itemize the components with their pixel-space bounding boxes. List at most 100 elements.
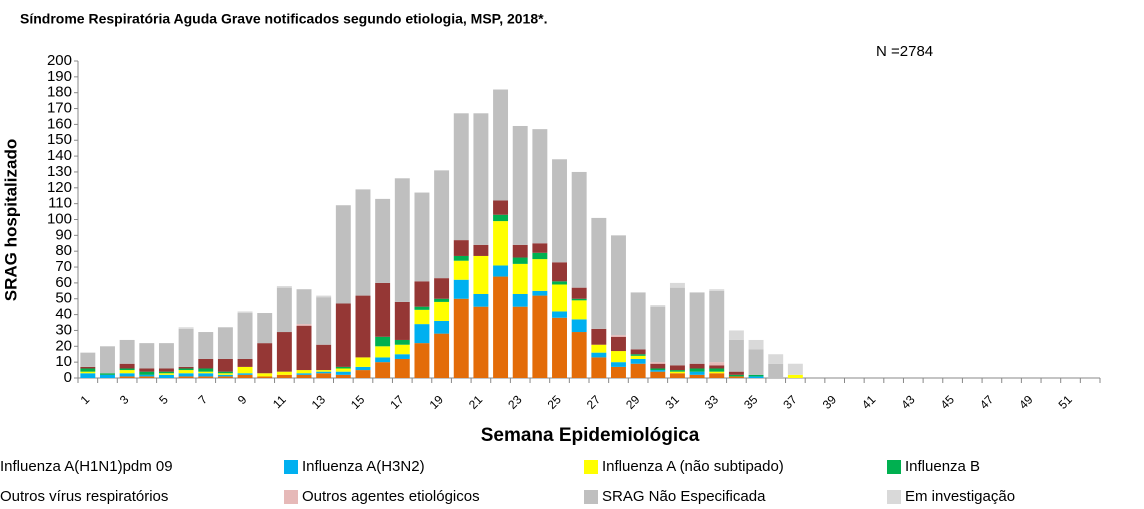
bar-segment: [787, 363, 803, 375]
bar-segment: [689, 368, 705, 372]
bar-segment: [611, 235, 626, 336]
x-tick-label: 33: [702, 392, 722, 412]
bar-segment: [709, 373, 725, 378]
bar-segment: [296, 374, 312, 378]
y-tick-label: 90: [55, 226, 72, 243]
bar-segment: [178, 328, 194, 367]
bar-segment: [198, 376, 214, 378]
bar-segment: [158, 343, 174, 369]
bar-segment: [512, 306, 528, 378]
bar-segment: [178, 368, 194, 371]
bar-segment: [709, 368, 725, 372]
bar-segment: [394, 354, 410, 359]
bar-segment: [119, 373, 135, 377]
bar-segment: [375, 357, 391, 363]
bar-segment: [296, 373, 312, 375]
y-tick-label: 180: [47, 84, 72, 101]
bar-segment: [119, 368, 135, 371]
bar-segment: [335, 205, 351, 304]
bar-segment: [493, 265, 509, 277]
bar-segment: [571, 298, 587, 301]
bar-segment: [335, 366, 351, 369]
bar-segment: [316, 344, 332, 371]
bar-segment: [198, 373, 214, 377]
bar-segment: [473, 306, 489, 378]
bar-segment: [237, 313, 253, 359]
annotation: N =2784: [876, 43, 933, 60]
legend-label: Influenza A(H3N2): [302, 458, 425, 475]
bar-segment: [669, 287, 685, 366]
bar-segment: [453, 279, 469, 299]
legend-label: Em investigação: [905, 488, 1015, 505]
bar-segment: [139, 368, 155, 372]
x-tick-label: 13: [309, 392, 329, 412]
bar-segment: [158, 373, 174, 375]
bar-segment: [100, 373, 115, 375]
x-tick-label: 37: [780, 392, 800, 412]
y-tick-label: 60: [55, 274, 72, 291]
y-tick-label: 110: [48, 195, 72, 212]
bar-segment: [414, 192, 430, 282]
bar-segment: [512, 293, 528, 307]
bar-segment: [158, 374, 174, 378]
bar-segment: [80, 366, 96, 369]
bar-segment: [178, 327, 194, 329]
bar-segment: [571, 287, 587, 299]
bar-segment: [611, 362, 626, 367]
bar-segment: [493, 276, 509, 378]
bar-segment: [650, 306, 666, 363]
x-tick-label: 35: [741, 392, 761, 412]
legend-swatch: [887, 490, 901, 504]
bar-segment: [119, 363, 135, 369]
x-tick-label: 1: [78, 392, 93, 407]
bar-segment: [276, 286, 292, 288]
bar-segment: [709, 290, 725, 363]
bar-segment: [217, 374, 233, 377]
bar-segment: [552, 284, 567, 312]
bar-segment: [237, 373, 253, 375]
bar-segment: [276, 332, 292, 372]
bar-segment: [453, 240, 469, 256]
bar-segment: [591, 328, 607, 345]
legend-swatch: [284, 460, 298, 474]
y-tick-label: 150: [47, 131, 72, 148]
bar-segment: [434, 278, 450, 299]
bar-segment: [100, 346, 115, 374]
bar-segment: [178, 373, 194, 377]
bar-segment: [591, 352, 607, 358]
bar-segment: [493, 221, 509, 266]
bar-segment: [198, 358, 214, 369]
bar-segment: [512, 263, 528, 294]
bar-segment: [552, 262, 567, 282]
bar-segment: [414, 324, 430, 344]
bar-segment: [630, 363, 646, 378]
bar-segment: [434, 320, 450, 334]
bar-segment: [669, 282, 685, 288]
bar-segment: [217, 358, 233, 372]
x-tick-label: 27: [584, 392, 604, 412]
bar-segment: [630, 349, 646, 355]
bar-segment: [512, 244, 528, 258]
bar-segment: [473, 255, 489, 294]
bar-segment: [669, 370, 685, 372]
y-tick-label: 190: [47, 68, 72, 85]
bar-segment: [611, 336, 626, 352]
bar-segment: [591, 357, 607, 378]
bar-segment: [748, 376, 764, 378]
bar-segment: [335, 303, 351, 367]
legend-label: Outros vírus respiratórios: [0, 488, 168, 505]
bar-segment: [650, 370, 666, 372]
bar-segment: [669, 371, 685, 374]
bar-segment: [276, 374, 292, 378]
bar-segment: [355, 295, 371, 358]
bar-segment: [571, 300, 587, 320]
bar-segment: [394, 339, 410, 345]
x-tick-label: 49: [1016, 392, 1036, 412]
bar-segment: [532, 290, 548, 296]
bar-segment: [198, 371, 214, 374]
bar-segment: [669, 373, 685, 378]
bar-segment: [316, 370, 332, 372]
bar-segment: [198, 368, 214, 372]
bar-segment: [158, 371, 174, 374]
bar-segment: [198, 332, 214, 359]
